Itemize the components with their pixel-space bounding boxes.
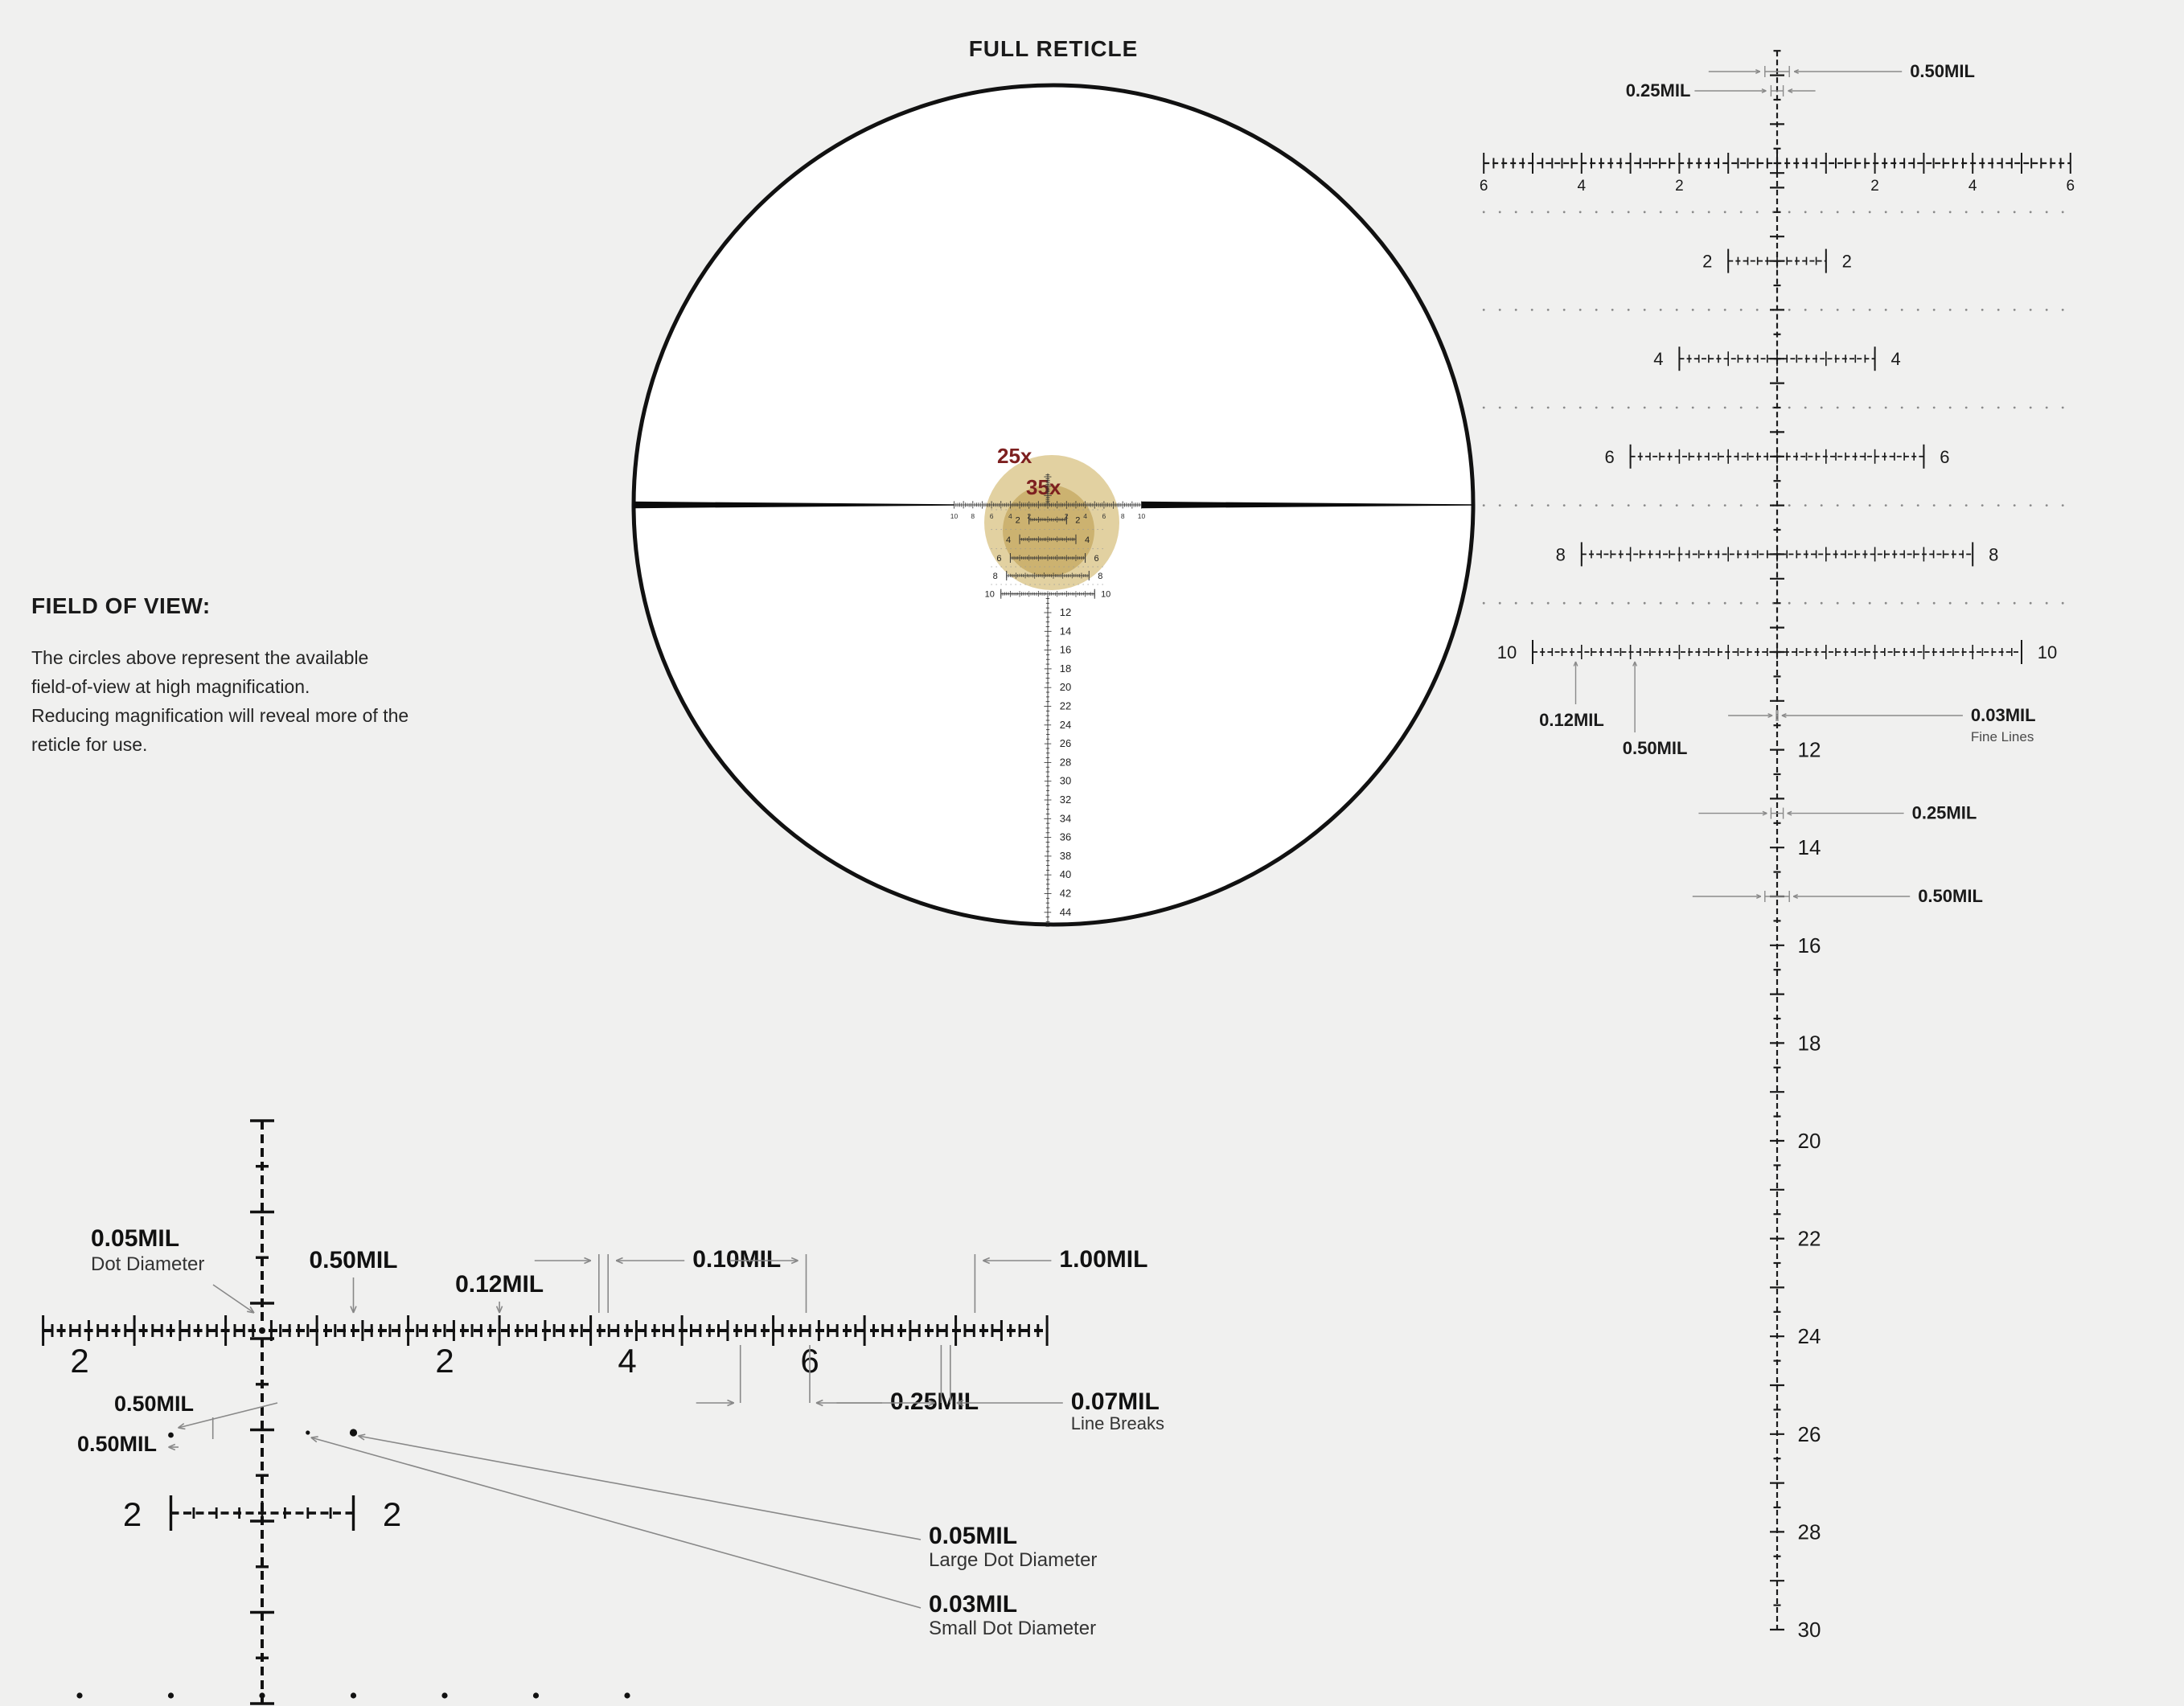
svg-text:4: 4 [1085, 535, 1090, 545]
svg-text:24: 24 [1060, 719, 1071, 731]
svg-text:4: 4 [1008, 512, 1012, 520]
svg-text:10: 10 [1138, 512, 1146, 520]
svg-text:36: 36 [1060, 831, 1071, 843]
svg-text:30: 30 [1060, 775, 1071, 787]
svg-text:6: 6 [990, 512, 994, 520]
svg-text:2: 2 [1075, 515, 1080, 525]
svg-text:6: 6 [1094, 554, 1099, 564]
svg-text:8: 8 [1098, 572, 1102, 581]
svg-text:18: 18 [1060, 662, 1071, 675]
svg-text:10: 10 [950, 512, 959, 520]
svg-text:8: 8 [993, 572, 998, 581]
svg-text:4: 4 [1083, 512, 1087, 520]
svg-text:2: 2 [1016, 515, 1020, 525]
svg-text:38: 38 [1060, 850, 1071, 862]
svg-text:20: 20 [1060, 681, 1071, 693]
svg-text:26: 26 [1060, 737, 1071, 749]
svg-text:40: 40 [1060, 868, 1071, 880]
svg-text:28: 28 [1060, 756, 1071, 768]
svg-text:16: 16 [1060, 644, 1071, 656]
svg-text:34: 34 [1060, 812, 1071, 824]
svg-text:8: 8 [1121, 512, 1125, 520]
svg-text:35x: 35x [1026, 475, 1061, 499]
svg-text:6: 6 [996, 554, 1001, 564]
svg-text:42: 42 [1060, 888, 1071, 900]
svg-text:22: 22 [1060, 700, 1071, 712]
svg-text:25x: 25x [997, 444, 1032, 468]
svg-text:6: 6 [1102, 512, 1106, 520]
svg-text:12: 12 [1060, 606, 1071, 618]
svg-text:4: 4 [1006, 535, 1011, 545]
svg-text:10: 10 [985, 590, 995, 600]
svg-text:8: 8 [971, 512, 975, 520]
svg-text:14: 14 [1060, 625, 1071, 637]
svg-text:32: 32 [1060, 794, 1071, 806]
svg-text:10: 10 [1101, 590, 1110, 600]
svg-text:44: 44 [1060, 906, 1071, 918]
